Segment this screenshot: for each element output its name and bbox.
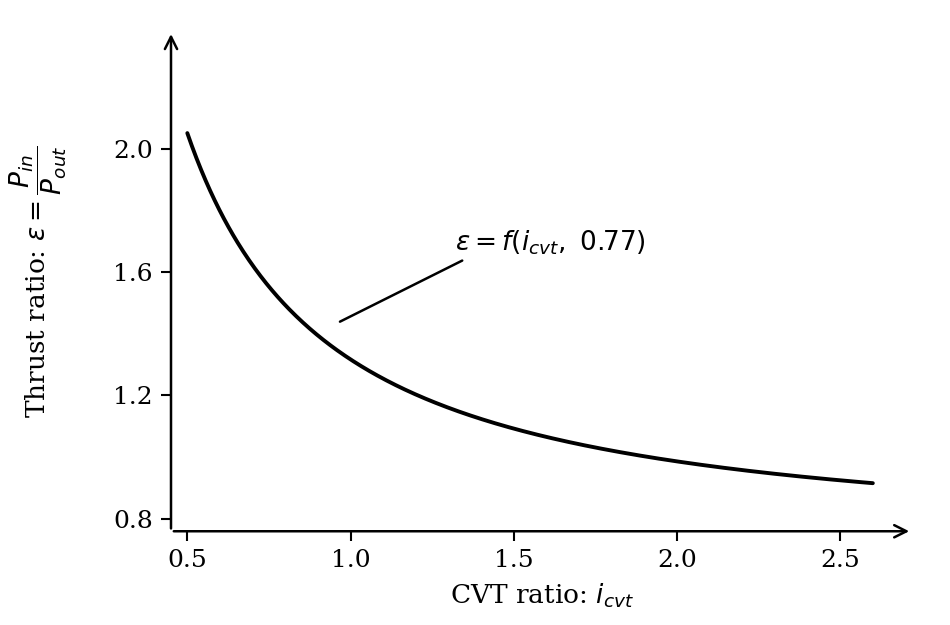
Text: CVT ratio: $i_{\mathit{cvt}}$: CVT ratio: $i_{\mathit{cvt}}$ — [449, 581, 634, 610]
Text: Thrust ratio: $\varepsilon = \dfrac{P_{\mathit{in}}}{P_{\mathit{out}}}$: Thrust ratio: $\varepsilon = \dfrac{P_{\… — [8, 145, 68, 418]
Text: $\varepsilon = f(i_{\mathit{cvt}},\ 0.77)$: $\varepsilon = f(i_{\mathit{cvt}},\ 0.77… — [340, 228, 646, 322]
